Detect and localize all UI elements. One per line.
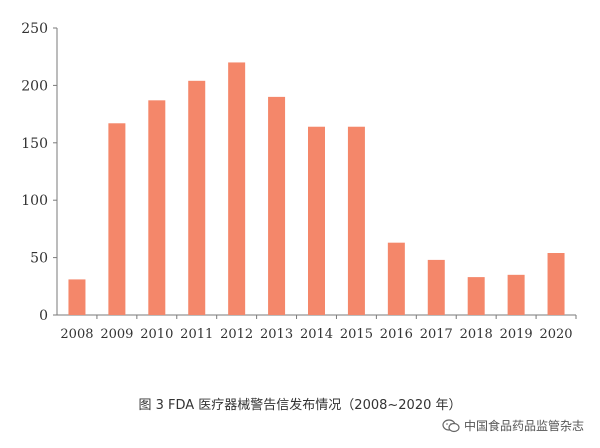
bar-chart: 0 50 100 150 200 250 2008 2009 2010 2011 2012 2013… <box>21 21 577 342</box>
x-tick-label: 2013 <box>260 327 293 342</box>
bar-2019 <box>507 274 525 315</box>
bars <box>68 62 565 315</box>
x-tick-label: 2020 <box>539 327 572 342</box>
y-tick-label: 0 <box>39 308 48 324</box>
y-tick-label: 250 <box>21 21 48 37</box>
bar-2017 <box>427 259 445 315</box>
wechat-icon <box>442 418 460 432</box>
figure-caption: 图 3 FDA 医疗器械警告信发布情况（2008~2020 年） <box>138 398 462 413</box>
bar-2012 <box>228 62 246 315</box>
x-tick-label: 2017 <box>420 327 453 342</box>
bar-2015 <box>347 126 365 315</box>
bar-2009 <box>108 123 126 315</box>
y-axis-ticks: 0 50 100 150 200 250 <box>21 21 57 324</box>
bar-2016 <box>387 242 405 315</box>
bar-2011 <box>188 80 206 315</box>
bar-2010 <box>148 100 166 315</box>
y-tick-label: 150 <box>21 136 48 152</box>
x-tick-label: 2014 <box>300 327 333 342</box>
x-tick-label: 2011 <box>180 327 213 342</box>
x-tick-label: 2019 <box>500 327 533 342</box>
x-tick-label: 2008 <box>60 327 93 342</box>
x-tick-label: 2016 <box>380 327 413 342</box>
bar-2013 <box>268 96 286 315</box>
bar-2014 <box>308 126 325 315</box>
y-tick-label: 100 <box>21 193 48 209</box>
x-tick-label: 2009 <box>100 327 133 342</box>
watermark: 中国食品药品监管杂志 <box>442 417 584 434</box>
bar-2020 <box>547 253 565 315</box>
x-tick-label: 2012 <box>220 327 253 342</box>
y-tick-label: 50 <box>30 251 48 267</box>
x-axis-labels: 2008 2009 2010 2011 2012 2013 2014 2015 2016 2017… <box>60 315 577 342</box>
x-tick-label: 2015 <box>340 327 373 342</box>
x-tick-label: 2018 <box>460 327 493 342</box>
bar-2008 <box>68 279 86 315</box>
bar-2018 <box>467 277 485 315</box>
x-tick-label: 2010 <box>140 327 173 342</box>
watermark-text: 中国食品药品监管杂志 <box>463 419 584 433</box>
y-tick-label: 200 <box>21 78 48 94</box>
